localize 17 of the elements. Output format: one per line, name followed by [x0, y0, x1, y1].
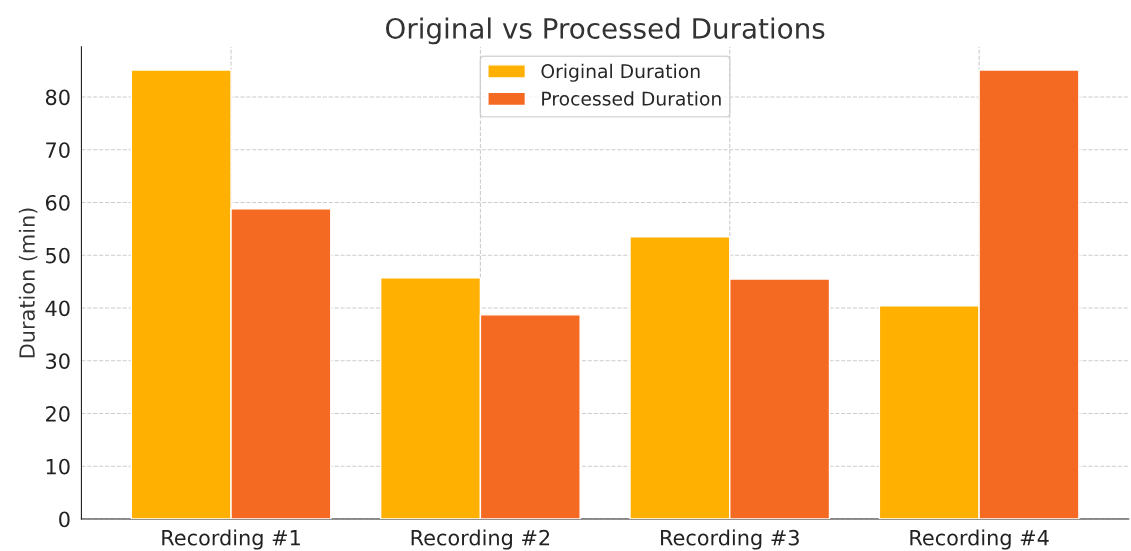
y-tick-label: 30 — [46, 353, 70, 369]
legend-label: Original Duration — [541, 63, 700, 82]
y-tick-label: 0 — [59, 511, 70, 528]
y-tick-label: 50 — [46, 247, 70, 264]
y-axis-title: Duration (min) — [18, 208, 38, 358]
y-tick-label: 20 — [46, 405, 70, 422]
x-tick-label: Recording #2 — [411, 529, 550, 550]
y-tick-label: 80 — [45, 89, 70, 106]
x-tick-label: Recording #4 — [910, 529, 1049, 550]
y-tick-label: 60 — [45, 194, 70, 211]
y-tick-label: 70 — [46, 142, 70, 158]
y-tick-label: 10 — [46, 458, 70, 475]
chart-title: Original vs Processed Durations — [386, 17, 825, 45]
legend-label: Processed Duration — [542, 91, 721, 106]
x-tick-label: Recording #1 — [162, 529, 300, 550]
x-tick-label: Recording #3 — [661, 529, 799, 550]
y-tick-label: 40 — [45, 300, 70, 317]
